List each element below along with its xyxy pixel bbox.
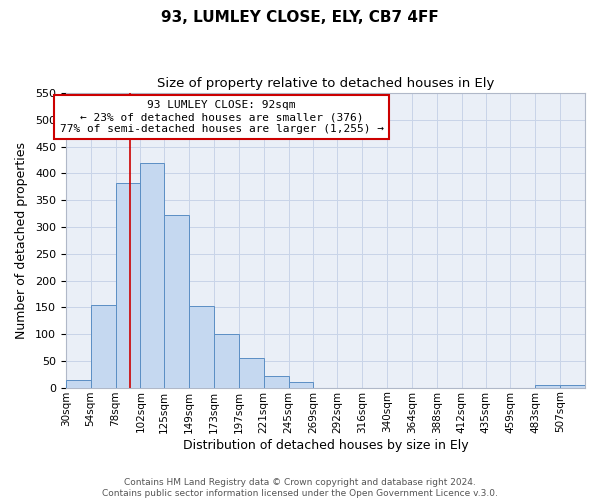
Text: 93 LUMLEY CLOSE: 92sqm
← 23% of detached houses are smaller (376)
77% of semi-de: 93 LUMLEY CLOSE: 92sqm ← 23% of detached… [59, 100, 383, 134]
Bar [239, 358, 264, 388]
Bar [66, 380, 91, 388]
Bar [289, 382, 313, 388]
Bar [189, 306, 214, 388]
Bar [91, 304, 116, 388]
Bar [164, 215, 189, 388]
X-axis label: Distribution of detached houses by size in Ely: Distribution of detached houses by size … [182, 440, 468, 452]
Y-axis label: Number of detached properties: Number of detached properties [15, 142, 28, 339]
Bar [560, 385, 585, 388]
Bar [264, 376, 289, 388]
Bar [214, 334, 239, 388]
Bar [535, 385, 560, 388]
Text: Contains HM Land Registry data © Crown copyright and database right 2024.
Contai: Contains HM Land Registry data © Crown c… [102, 478, 498, 498]
Bar [116, 182, 140, 388]
Bar [140, 162, 164, 388]
Text: 93, LUMLEY CLOSE, ELY, CB7 4FF: 93, LUMLEY CLOSE, ELY, CB7 4FF [161, 10, 439, 25]
Title: Size of property relative to detached houses in Ely: Size of property relative to detached ho… [157, 78, 494, 90]
